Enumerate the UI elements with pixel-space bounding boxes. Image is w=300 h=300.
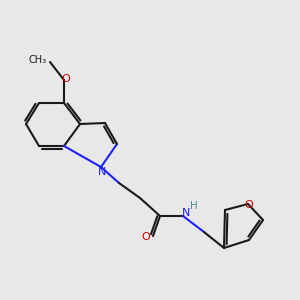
Text: O: O bbox=[142, 232, 150, 242]
Text: O: O bbox=[61, 74, 70, 84]
Text: N: N bbox=[182, 208, 190, 218]
Text: H: H bbox=[190, 201, 198, 211]
Text: CH₃: CH₃ bbox=[29, 55, 47, 65]
Text: N: N bbox=[98, 167, 106, 177]
Text: O: O bbox=[244, 200, 253, 210]
